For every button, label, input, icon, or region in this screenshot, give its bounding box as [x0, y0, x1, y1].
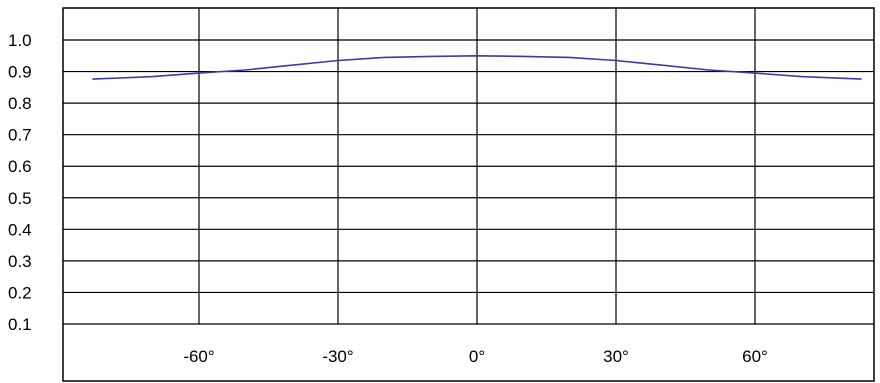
y-tick-label: 1.0	[8, 31, 32, 50]
y-tick-label: 0.1	[8, 315, 32, 334]
y-axis-tick-labels: 1.0 0.9 0.8 0.7 0.6 0.5 0.4 0.3 0.2 0.1	[8, 31, 32, 334]
y-tick-label: 0.4	[8, 220, 32, 239]
y-tick-label: 0.8	[8, 94, 32, 113]
y-tick-label: 0.9	[8, 63, 32, 82]
y-tick-label: 0.3	[8, 252, 32, 271]
series-layer	[92, 54, 862, 80]
y-tick-label: 0.7	[8, 126, 32, 145]
x-tick-label: -30°	[322, 347, 353, 366]
x-tick-label: 60°	[742, 347, 768, 366]
plot-frame	[62, 7, 875, 382]
series-line	[92, 54, 862, 80]
x-tick-label: 0°	[469, 347, 485, 366]
y-tick-label: 0.5	[8, 189, 32, 208]
y-tick-label: 0.2	[8, 283, 32, 302]
horizontal-gridlines	[63, 39, 874, 325]
y-tick-label: 0.6	[8, 157, 32, 176]
x-tick-label: 30°	[603, 347, 629, 366]
x-axis-tick-labels: -60° -30° 0° 30° 60°	[183, 347, 768, 366]
x-tick-label: -60°	[183, 347, 214, 366]
